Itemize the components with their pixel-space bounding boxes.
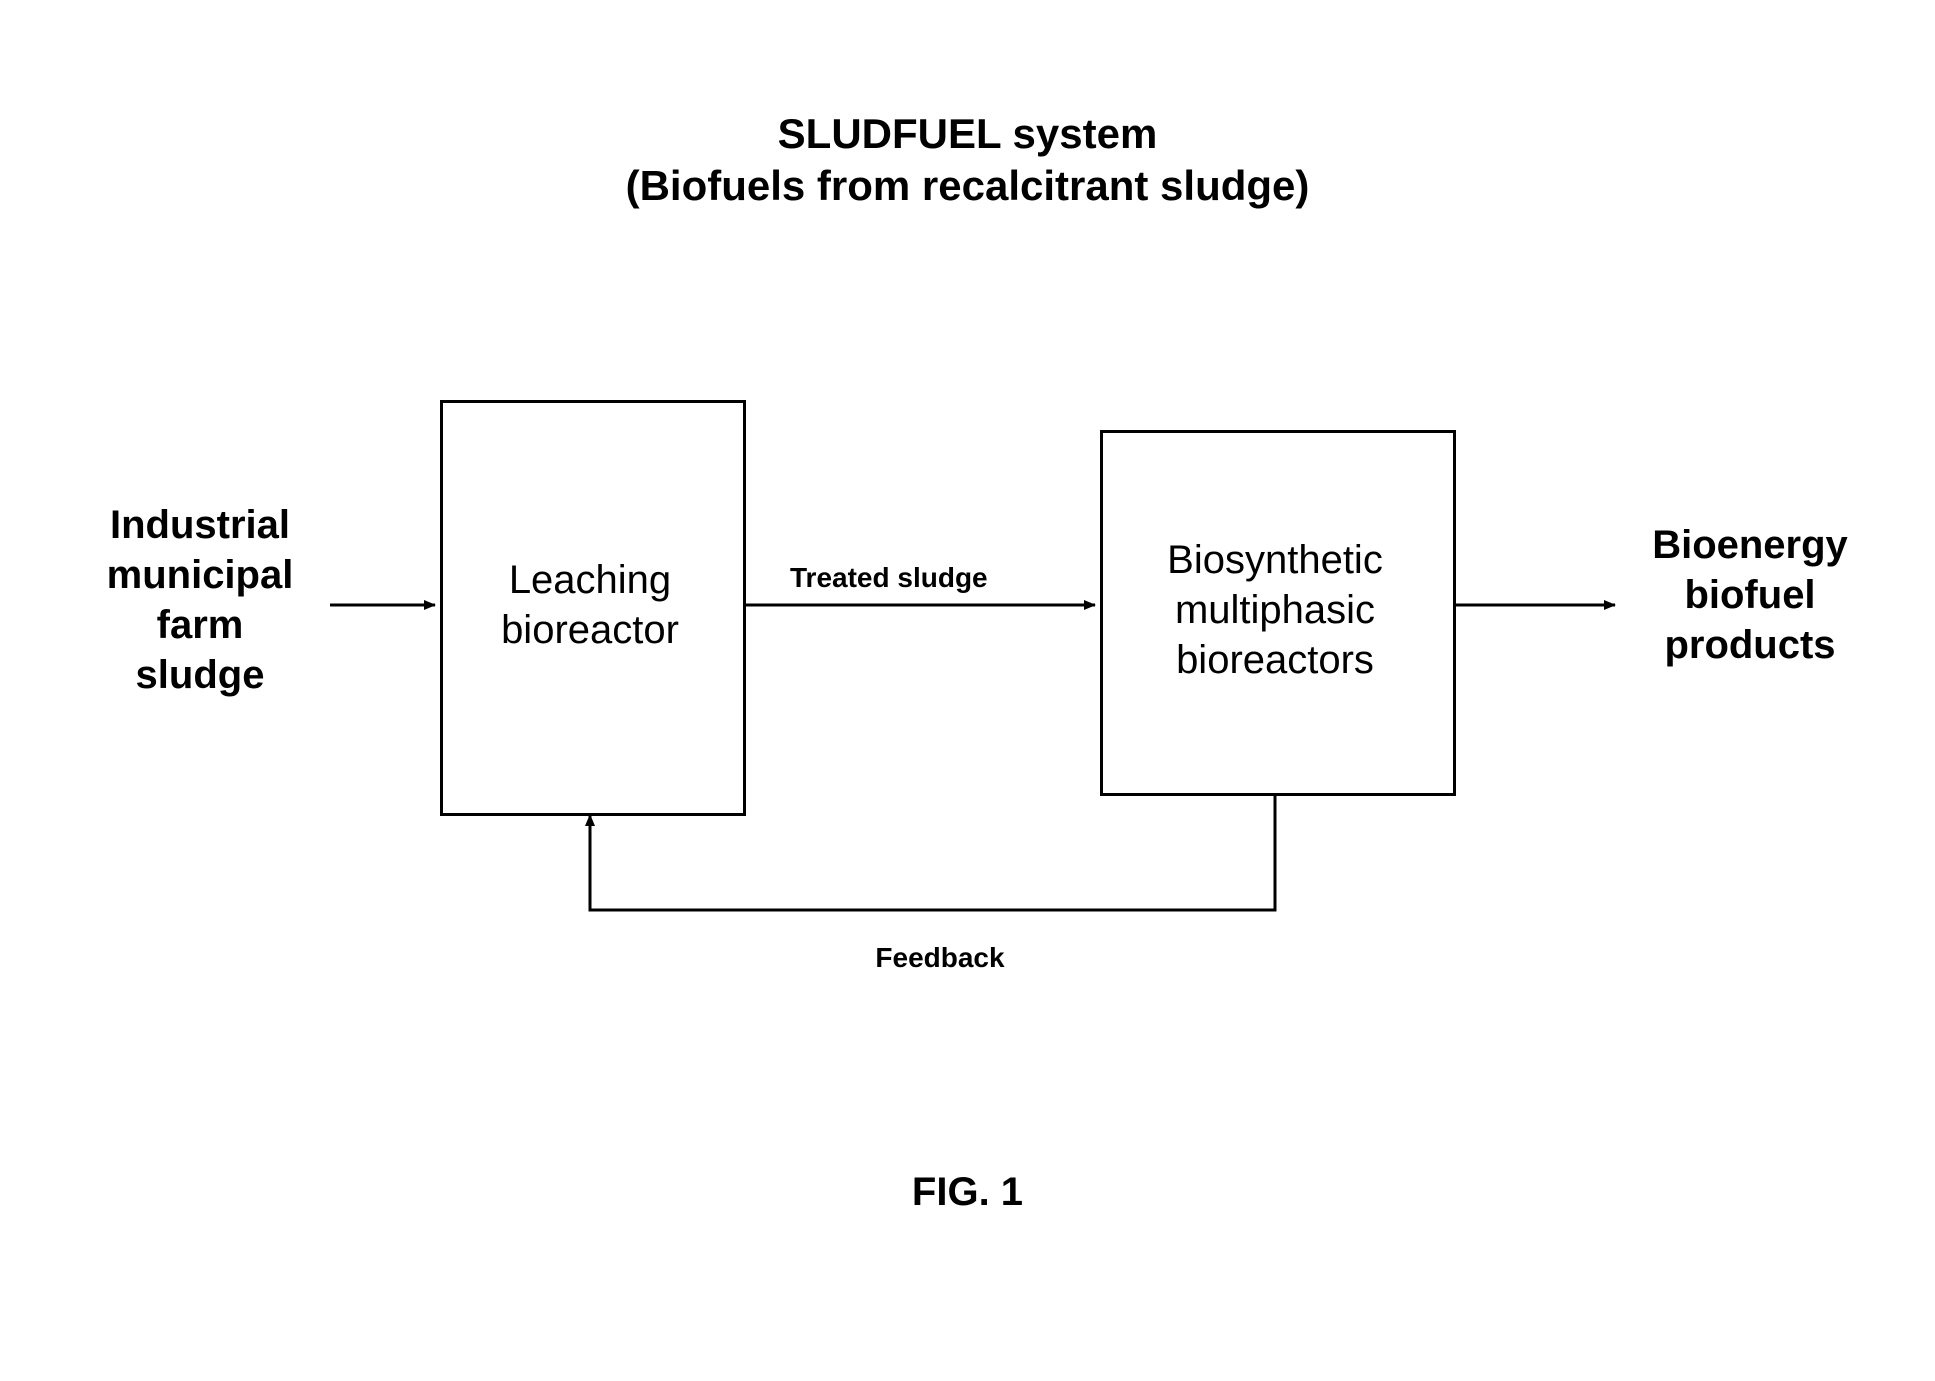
node-input-line3: farm <box>80 600 320 650</box>
title-line-2: (Biofuels from recalcitrant sludge) <box>0 162 1935 210</box>
edge-label-feedback: Feedback <box>840 940 1040 975</box>
title-line-1: SLUDFUEL system <box>0 110 1935 158</box>
node-biosynth-line1: Biosynthetic <box>1100 535 1450 585</box>
node-input-line2: municipal <box>80 550 320 600</box>
node-input-line1: Industrial <box>80 500 320 550</box>
node-output-line2: biofuel <box>1620 570 1880 620</box>
node-input-line4: sludge <box>80 650 320 700</box>
figure-caption: FIG. 1 <box>0 1170 1935 1215</box>
node-output: Bioenergy biofuel products <box>1620 520 1880 670</box>
node-biosynth-line2: multiphasic <box>1100 585 1450 635</box>
node-leaching-line1: Leaching <box>440 555 740 605</box>
node-leaching-line2: bioreactor <box>440 605 740 655</box>
node-output-line3: products <box>1620 620 1880 670</box>
node-output-line1: Bioenergy <box>1620 520 1880 570</box>
node-biosynth-line3: bioreactors <box>1100 635 1450 685</box>
diagram-canvas: SLUDFUEL system (Biofuels from recalcitr… <box>0 0 1935 1381</box>
node-input: Industrial municipal farm sludge <box>80 500 320 700</box>
edge-label-treated-sludge: Treated sludge <box>790 560 1050 595</box>
node-biosynth-label: Biosynthetic multiphasic bioreactors <box>1100 535 1450 685</box>
node-leaching-label: Leaching bioreactor <box>440 555 740 655</box>
